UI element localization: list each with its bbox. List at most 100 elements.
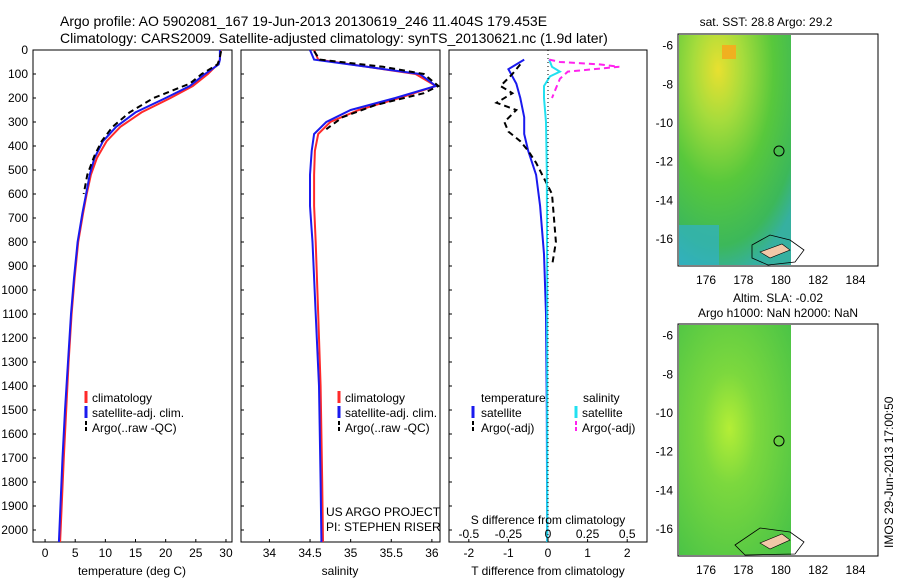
x-tick-label: 10 [99, 546, 113, 560]
tick-marks [33, 49, 452, 531]
x-tick-label: 1 [584, 546, 591, 560]
sst-map-title: sat. SST: 28.8 Argo: 29.2 [700, 15, 833, 29]
map-lat-label: -16 [656, 232, 674, 246]
depth-tick-label: 1300 [1, 355, 28, 369]
x-tick-label: 25 [189, 546, 203, 560]
legend-sal-argo: Argo(-adj) [582, 421, 635, 435]
series-line-satellite-adj-clim- [309, 49, 439, 543]
depth-tick-label: 800 [8, 235, 28, 249]
legend-salinity-header: salinity [583, 391, 620, 405]
map-lat-label: -16 [656, 522, 674, 536]
x-tick-label: 30 [219, 546, 233, 560]
map-lat-label: -14 [656, 193, 674, 207]
map-lat-label: -10 [656, 116, 674, 130]
depth-tick-label: 0 [21, 43, 28, 57]
x-tick-label: 20 [159, 546, 173, 560]
figure-title-line2: Climatology: CARS2009. Satellite-adjuste… [60, 30, 608, 46]
s-tick-label: 0.25 [576, 527, 600, 541]
sla-map: Altim. SLA: -0.02 Argo h1000: NaN h2000:… [656, 291, 879, 577]
difference-x-ticks: -2 -1 0 1 2 [463, 539, 631, 560]
argo-location-marker [773, 145, 785, 157]
temperature-curves [57, 49, 223, 543]
x-tick-label: 35 [344, 546, 358, 560]
x-tick-label: 36 [425, 546, 439, 560]
project-note: US ARGO PROJECT [326, 505, 441, 519]
temperature-legend: climatology satellite-adj. clim. Argo(..… [84, 391, 184, 435]
figure-title-line1: Argo profile: AO 5902081_167 19-Jun-2013… [60, 13, 547, 29]
sla-map-title2: Argo h1000: NaN h2000: NaN [698, 306, 858, 320]
legend-argo: Argo(..raw -QC) [345, 421, 430, 435]
depth-tick-label: 1100 [2, 307, 28, 321]
t-difference-axis-label: T difference from climatology [471, 564, 625, 578]
x-tick-label: 0 [42, 546, 49, 560]
s-tick-label: -0.25 [495, 527, 523, 541]
x-tick-label: -1 [503, 546, 514, 560]
x-tick-label: 5 [72, 546, 79, 560]
depth-tick-label: 2000 [1, 523, 28, 537]
temperature-panel [32, 49, 233, 543]
depth-tick-label: 100 [8, 67, 28, 81]
x-tick-label: 34 [263, 546, 277, 560]
map-lat-label: -6 [662, 329, 673, 343]
sst-warm-patch [722, 45, 736, 59]
island-fill [759, 533, 791, 550]
island-outline [734, 527, 805, 556]
series-line-argo-raw-qc- [82, 50, 223, 195]
s-tick-label: -0.5 [458, 527, 479, 541]
map-lat-label: -12 [656, 445, 674, 459]
legend-climatology: climatology [345, 391, 405, 405]
depth-tick-label: 700 [8, 211, 28, 225]
depth-tick-label: 200 [8, 91, 28, 105]
sst-map-ticks: 176 178 180 182 184 -6 -8 -10 -12 -14 -16 [656, 39, 866, 287]
map-lon-label: 180 [771, 273, 791, 287]
map-lon-label: 176 [696, 563, 716, 577]
salinity-curves [309, 49, 441, 543]
legend-argo: Argo(..raw -QC) [92, 421, 177, 435]
difference-legend: temperature salinity satellite Argo(-adj… [471, 391, 635, 435]
salinity-legend: climatology satellite-adj. clim. Argo(..… [337, 391, 437, 435]
depth-axis: 0 100 200 300 400 500 600 700 800 900 1000 1100 1200… [1, 43, 28, 537]
series-line-satellite-adj-clim- [57, 50, 221, 543]
x-tick-label: 35.5 [380, 546, 404, 560]
imos-timestamp: IMOS 29-Jun-2013 17:00:50 [882, 396, 896, 548]
legend-satellite: satellite-adj. clim. [92, 406, 184, 420]
legend-sal-satellite: satellite [582, 406, 623, 420]
x-tick-label: 15 [129, 546, 143, 560]
legend-climatology: climatology [92, 391, 152, 405]
difference-curves [494, 50, 620, 543]
temperature-axis-label: temperature (deg C) [78, 564, 186, 578]
map-lat-label: -6 [662, 39, 673, 53]
legend-satellite: satellite-adj. clim. [345, 406, 437, 420]
legend-temp-satellite: satellite [481, 406, 522, 420]
series-line-argo-raw-qc- [313, 50, 441, 131]
sst-cool-patch [679, 225, 719, 265]
map-lon-label: 182 [808, 273, 828, 287]
map-lon-label: 176 [696, 273, 716, 287]
map-lat-label: -12 [656, 155, 674, 169]
map-lat-label: -14 [656, 483, 674, 497]
depth-tick-label: 1000 [1, 283, 28, 297]
map-lat-label: -10 [656, 406, 674, 420]
depth-tick-label: 1900 [1, 499, 28, 513]
series-line-climatology [313, 49, 439, 543]
pi-note: PI: STEPHEN RISER [326, 520, 441, 534]
x-tick-label: 34.5 [298, 546, 322, 560]
map-lon-label: 184 [846, 563, 866, 577]
sla-map-title1: Altim. SLA: -0.02 [733, 291, 823, 305]
argo-location-marker [773, 435, 785, 447]
map-lon-label: 178 [733, 273, 753, 287]
salinity-axis-label: salinity [322, 564, 359, 578]
salinity-x-ticks: 34 34.5 35 35.5 36 [263, 539, 439, 560]
depth-tick-label: 600 [8, 187, 28, 201]
legend-temp-argo: Argo(-adj) [481, 421, 534, 435]
map-lon-label: 184 [846, 273, 866, 287]
series-line-climatology [59, 49, 222, 543]
series-line-salinity-satellite [543, 59, 562, 542]
depth-tick-label: 1500 [1, 403, 28, 417]
s-difference-axis-label: S difference from climatology [471, 513, 626, 527]
depth-tick-label: 1400 [1, 379, 28, 393]
x-tick-label: -2 [463, 546, 474, 560]
salinity-panel [240, 49, 441, 543]
series-line-temperature-satellite [507, 58, 549, 543]
